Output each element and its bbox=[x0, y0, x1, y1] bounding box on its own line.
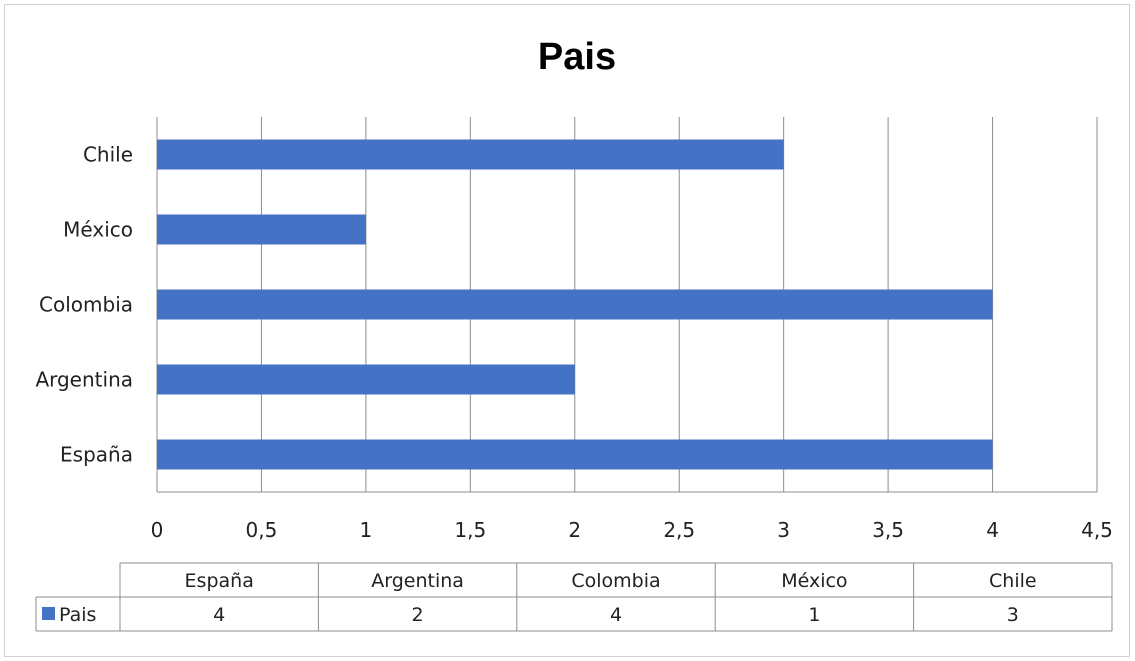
bar bbox=[157, 214, 366, 245]
bar bbox=[157, 139, 784, 170]
x-tick-label: 4,5 bbox=[1081, 518, 1113, 542]
x-tick-label: 2 bbox=[568, 518, 581, 542]
table-value-cell: 2 bbox=[412, 604, 424, 626]
table-header-cell: Chile bbox=[989, 570, 1037, 592]
bar-series bbox=[157, 139, 993, 470]
x-tick-label: 3 bbox=[777, 518, 790, 542]
table-header-cell: Colombia bbox=[571, 570, 660, 592]
legend-key bbox=[42, 607, 55, 620]
x-tick-label: 3,5 bbox=[872, 518, 904, 542]
table-value-cell: 4 bbox=[610, 604, 622, 626]
category-label: Chile bbox=[83, 143, 133, 167]
table-header-cell: Argentina bbox=[371, 570, 464, 592]
table-header-cell: México bbox=[781, 570, 847, 592]
chart-title: Pais bbox=[538, 36, 616, 78]
bar bbox=[157, 439, 993, 470]
table-value-cell: 4 bbox=[213, 604, 225, 626]
x-tick-label: 1,5 bbox=[454, 518, 486, 542]
table-header-cell: España bbox=[185, 570, 254, 592]
x-tick-label: 0 bbox=[151, 518, 164, 542]
legend-label: Pais bbox=[59, 604, 96, 626]
category-label: Colombia bbox=[39, 293, 133, 317]
table-value-cell: 1 bbox=[808, 604, 820, 626]
x-tick-label: 0,5 bbox=[246, 518, 278, 542]
value-axis: 0 0,5 1 1,5 2 2,5 3 3,5 4 4,5 bbox=[151, 518, 1113, 542]
bar bbox=[157, 364, 575, 395]
x-tick-label: 2,5 bbox=[663, 518, 695, 542]
chart-frame bbox=[4, 4, 1130, 657]
x-tick-label: 1 bbox=[360, 518, 373, 542]
table-value-cell: 3 bbox=[1007, 604, 1019, 626]
category-axis: España Argentina Colombia México Chile bbox=[35, 143, 133, 467]
data-table: España 4 Argentina 2 Colombia 4 México 1 Chile 3 P… bbox=[35, 562, 1113, 632]
category-label: México bbox=[63, 218, 133, 242]
bar bbox=[157, 289, 993, 320]
category-label: España bbox=[60, 443, 133, 467]
category-label: Argentina bbox=[35, 368, 133, 392]
x-tick-label: 4 bbox=[986, 518, 999, 542]
